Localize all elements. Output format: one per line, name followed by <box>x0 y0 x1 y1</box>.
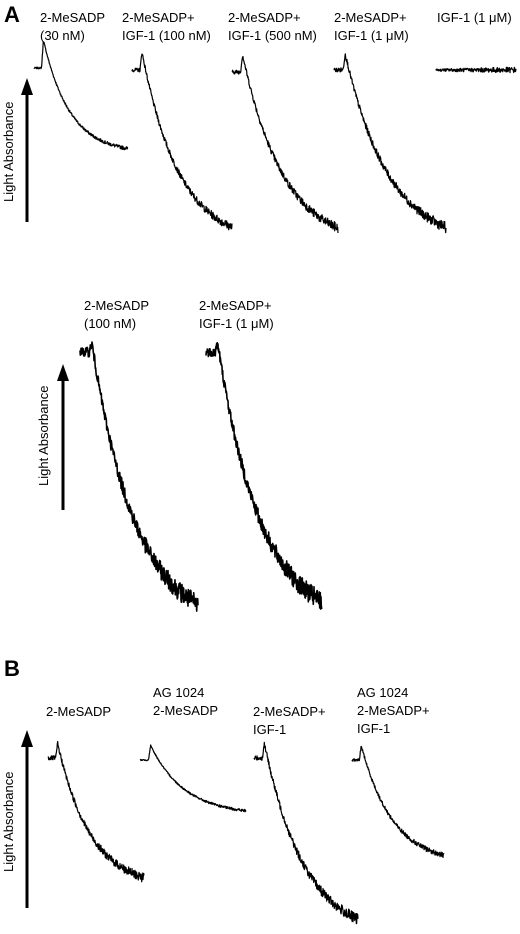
y-axis-label-a2: Light Absorbance <box>36 386 51 486</box>
condition-label-line: IGF-1 (1 μM) <box>199 316 274 331</box>
condition-label-line: 2-MeSADP+ <box>228 10 301 25</box>
condition-label-line: IGF-1 <box>253 722 286 737</box>
labels-layer: 2-MeSADP (30 nM)2-MeSADP+ IGF-1 (100 nM)2-… <box>40 10 512 737</box>
condition-label-line: (100 nM) <box>84 316 136 331</box>
condition-label-1-0: 2-MeSADP (100 nM) <box>84 298 149 331</box>
condition-label-line: IGF-1 (500 nM) <box>228 28 317 43</box>
trace-2-3 <box>351 745 445 858</box>
condition-label-line: 2-MeSADP <box>46 704 111 719</box>
trace-2-0 <box>47 740 145 883</box>
condition-label-line: (30 nM) <box>40 28 85 43</box>
condition-label-line: 2-MeSADP+ <box>122 10 195 25</box>
trace-0-3 <box>333 53 447 234</box>
y-axis-a1: Light Absorbance <box>1 78 33 222</box>
condition-label-2-2: 2-MeSADP+ IGF-1 <box>253 704 326 737</box>
condition-label-0-2: 2-MeSADP+ IGF-1 (500 nM) <box>228 10 317 43</box>
condition-label-line: IGF-1 (1 μM) <box>437 10 512 25</box>
trace-0-1 <box>131 53 233 231</box>
trace-2-2 <box>253 741 359 925</box>
condition-label-line: 2-MeSADP+ <box>334 10 407 25</box>
condition-label-line: IGF-1 (100 nM) <box>122 28 211 43</box>
condition-label-0-4: IGF-1 (1 μM) <box>437 10 512 25</box>
condition-label-line: 2-MeSADP <box>40 10 105 25</box>
condition-label-line: 2-MeSADP <box>153 703 218 718</box>
trace-1-0 <box>79 341 199 612</box>
condition-label-2-1: AG 1024 2-MeSADP <box>153 685 218 718</box>
trace-2-1 <box>139 744 247 813</box>
condition-label-line: AG 1024 <box>357 685 408 700</box>
condition-label-line: AG 1024 <box>153 685 204 700</box>
trace-1-1 <box>205 342 323 610</box>
condition-label-1-1: 2-MeSADP+ IGF-1 (1 μM) <box>199 298 274 331</box>
y-axis-b: Light Absorbance <box>1 730 33 908</box>
traces-layer <box>33 41 517 925</box>
condition-label-line: IGF-1 (1 μM) <box>334 28 409 43</box>
y-axes: Light Absorbance Light Absorbance Light … <box>1 78 69 908</box>
trace-0-4 <box>435 66 517 74</box>
condition-label-0-3: 2-MeSADP+ IGF-1 (1 μM) <box>334 10 409 43</box>
trace-0-0 <box>33 41 129 151</box>
condition-label-0-1: 2-MeSADP+ IGF-1 (100 nM) <box>122 10 211 43</box>
condition-label-2-3: AG 1024 2-MeSADP+ IGF-1 <box>357 685 430 736</box>
condition-label-line: 2-MeSADP <box>84 298 149 313</box>
trace-0-2 <box>231 56 339 234</box>
condition-label-line: 2-MeSADP+ <box>253 704 326 719</box>
y-axis-label-b: Light Absorbance <box>1 772 16 872</box>
panel-a-letter: A <box>4 2 20 27</box>
condition-label-0-0: 2-MeSADP (30 nM) <box>40 10 105 43</box>
y-axis-a2: Light Absorbance <box>36 364 69 510</box>
condition-label-2-0: 2-MeSADP <box>46 704 111 719</box>
y-axis-label-a1: Light Absorbance <box>1 102 16 202</box>
condition-label-line: 2-MeSADP+ <box>199 298 272 313</box>
condition-label-line: IGF-1 <box>357 721 390 736</box>
condition-label-line: 2-MeSADP+ <box>357 703 430 718</box>
panel-b-letter: B <box>4 656 20 681</box>
